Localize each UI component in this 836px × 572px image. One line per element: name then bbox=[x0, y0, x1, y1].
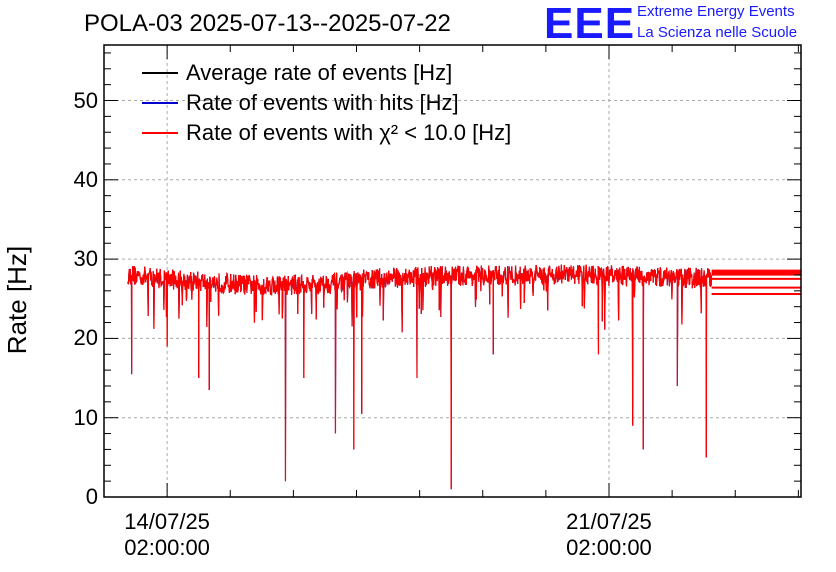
y-tick-label: 50 bbox=[73, 87, 98, 113]
legend-label: Rate of events with hits [Hz] bbox=[186, 90, 459, 115]
x-tick-label: 14/07/25 02:00:00 bbox=[87, 509, 247, 561]
series-chi2-rate-line bbox=[127, 264, 713, 490]
x-tick-time: 02:00:00 bbox=[124, 535, 210, 560]
y-tick-label: 30 bbox=[73, 246, 98, 272]
x-tick-label: 21/07/25 02:00:00 bbox=[529, 509, 689, 561]
logo-subtitle-1: Extreme Energy Events bbox=[637, 3, 795, 20]
x-tick-time: 02:00:00 bbox=[566, 535, 652, 560]
plot-frame bbox=[103, 44, 802, 498]
chart-title: POLA-03 2025-07-13--2025-07-22 bbox=[84, 10, 451, 37]
legend-label: Rate of events with χ² < 10.0 [Hz] bbox=[186, 120, 512, 145]
x-tick-date: 21/07/25 bbox=[566, 509, 652, 534]
legend-swatch bbox=[142, 72, 178, 74]
logo-subtitle-2: La Scienza nelle Scuole bbox=[637, 24, 798, 41]
eee-logo: EEE bbox=[544, 0, 636, 48]
legend-label: Average rate of events [Hz] bbox=[186, 60, 453, 85]
legend-swatch bbox=[142, 102, 178, 104]
y-tick-label: 10 bbox=[73, 404, 98, 430]
legend-swatch bbox=[142, 132, 178, 134]
x-tick-date: 14/07/25 bbox=[124, 509, 210, 534]
y-tick-label: 0 bbox=[85, 484, 98, 509]
y-tick-label: 20 bbox=[73, 325, 98, 351]
y-tick-label: 40 bbox=[73, 166, 98, 192]
